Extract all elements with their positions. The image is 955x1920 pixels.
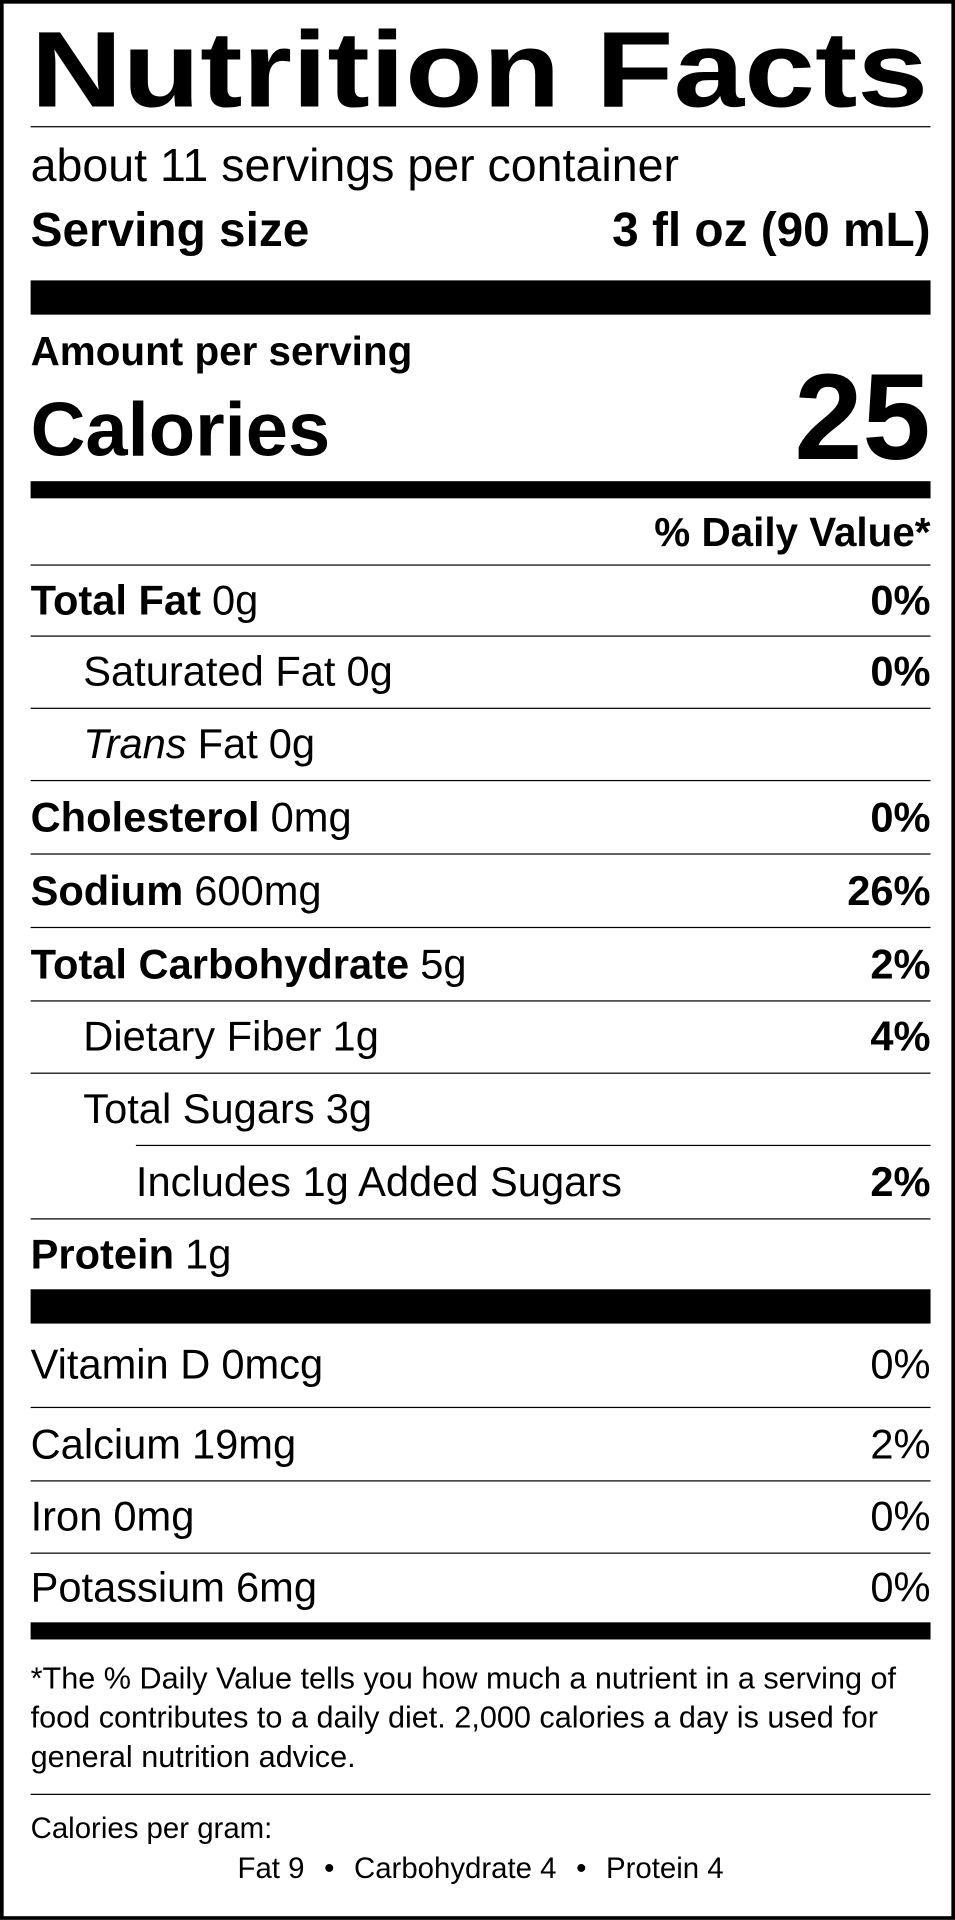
nutrient-amount: 0g [211,577,259,624]
nutrient: Cholesterol 0mg [31,796,352,838]
thick-bar [30,280,931,315]
calories-label: Calories [30,388,331,473]
vitamin-dv: 2% [870,1420,931,1468]
nutrient-dv: 2% [870,940,931,988]
nutrient-name: Sodium [30,867,184,915]
nutrient: Total Fat 0g [31,580,259,622]
footnote: *The % Daily Value tells you how much a … [30,1661,897,1775]
vitamin-amount: 0mg [113,1493,195,1541]
vitamin: Iron 0mg [31,1496,195,1538]
cpg-item: Protein 4 [606,1852,724,1886]
vitamin-name: Iron [30,1493,103,1541]
nutrient-amount: 0g [346,648,393,696]
nutrient-name: Total Sugars [83,1086,315,1133]
cpg-separator: • [324,1852,335,1886]
nutrient-amount: 1g [185,1231,232,1278]
nutrient-dv: 2% [870,1158,931,1206]
nutrient: Dietary Fiber 1g [31,1016,379,1058]
vitamin-dv: 0% [870,1564,931,1612]
dv-header: % Daily Value* [654,508,931,555]
nutrient: Trans Fat 0g [31,724,315,766]
nutrient-row: Sodium 600mg 26% [30,853,931,926]
nutrient-row: Trans Fat 0g [30,707,931,780]
servings: about 11 servings per container [30,140,679,193]
vitamin: Potassium 6mg [31,1567,317,1609]
vitamin-amount: 19mg [192,1420,297,1468]
serving-size: 3 fl oz (90 mL) [612,204,931,258]
vitamin-dv: 0% [870,1493,931,1541]
rule [30,1793,931,1795]
nutrient-amount: 1g [332,1013,379,1061]
cpg-separator: • [576,1852,587,1886]
amount-per-serving: Amount per serving [30,328,413,374]
nutrient-dv: 0% [870,648,931,696]
nutrient-row: Cholesterol 0mg 0% [30,779,931,853]
nutrient-amount: 3g [325,1086,373,1133]
vitamin-amount: 0mcg [221,1341,324,1389]
thick-bar [30,1289,931,1324]
nutrient-amount: 5g [420,940,467,988]
nutrient-name: Protein [30,1231,175,1278]
nutrient-text: Includes 1g Added Sugars [135,1158,622,1206]
serving-size-label: Serving size [30,204,310,258]
nutrient-dv: 4% [870,1013,931,1061]
nutrient: Saturated Fat 0g [31,651,393,693]
nutrient-dv: 0% [870,577,931,624]
cpg-item: Fat 9 [237,1852,305,1886]
nutrient-name: Total Carbohydrate [30,940,410,988]
medium-bar [30,1622,931,1640]
nutrient-row: Total Carbohydrate 5g 2% [30,926,931,1000]
nutrient-amount: 0mg [270,794,352,841]
vitamin-name: Calcium [30,1420,181,1468]
nutrient-name: Cholesterol [30,794,260,841]
vitamin-row: Calcium 19mg 2% [30,1406,931,1480]
nutrient-name: Saturated Fat [83,648,336,696]
nutrient: Sodium 600mg [31,870,322,912]
nutrient: Protein 1g [31,1234,232,1276]
calories-value: 25 [794,348,931,487]
vitamin-row: Iron 0mg 0% [30,1480,931,1552]
calories-per-gram-label: Calories per gram: [30,1812,273,1846]
nutrient-amount: 0g [268,721,316,768]
title: Nutrition Facts [31,13,928,123]
calories-per-gram-items: Fat 9 • Carbohydrate 4 • Protein 4 [31,1852,931,1886]
vitamin-name: Vitamin D [30,1341,211,1389]
vitamin-row: Vitamin D 0mcg 0% [31,1324,931,1407]
title-box: Nutrition Facts [31,13,928,123]
nutrient-dv: 26% [847,867,931,915]
nutrient-name: Total Fat [30,577,201,624]
cpg-item: Carbohydrate 4 [353,1852,557,1886]
nutrient-row: Includes 1g Added Sugars 2% [135,1144,931,1218]
vitamin-name: Potassium [30,1564,225,1612]
serving-size-row: Serving size 3 fl oz (90 mL) [31,207,931,255]
rule [30,126,931,128]
nutrient-row: Saturated Fat 0g 0% [30,635,931,707]
nutrient-row: Protein 1g [30,1218,931,1289]
nutrient-dv: 0% [870,794,931,841]
nutrient-name-italic: Trans [83,721,187,768]
nutrient-row: Dietary Fiber 1g 4% [30,1000,931,1072]
medium-bar [30,481,931,499]
dv-header-row: % Daily Value* [31,498,931,564]
vitamin-dv: 0% [870,1341,931,1389]
vitamin-row: Potassium 6mg 0% [30,1552,931,1623]
vitamin: Calcium 19mg [31,1423,297,1465]
vitamin: Vitamin D 0mcg [31,1344,324,1386]
nutrient-name: Fat [197,721,258,768]
nutrient-row: Total Fat 0g 0% [30,564,931,635]
nutrient-row: Total Sugars 3g [30,1072,931,1145]
vitamin-amount: 6mg [235,1564,317,1612]
nutrient: Total Sugars 3g [31,1088,372,1130]
nutrient-name: Dietary Fiber [83,1013,322,1061]
nutrient-amount: 600mg [194,867,322,915]
nutrient: Total Carbohydrate 5g [31,943,467,985]
